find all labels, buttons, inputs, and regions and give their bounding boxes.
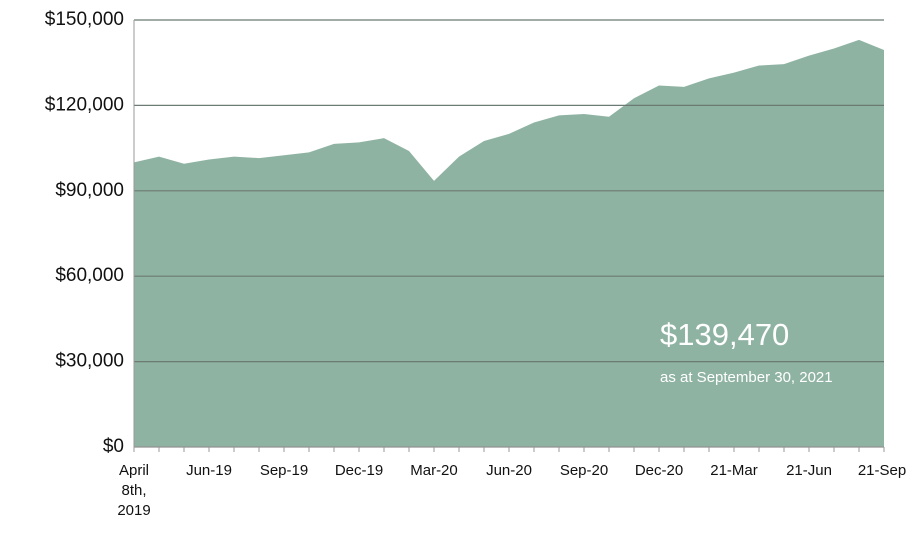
x-tick-label: 21-Jun — [786, 462, 832, 479]
x-tick-label: Sep-19 — [259, 462, 309, 479]
x-tick-label: Jun-20 — [486, 462, 532, 479]
area — [134, 39, 884, 447]
annotation-note: as at September 30, 2021 — [660, 369, 833, 386]
x-tick-label: 21-Sep — [857, 462, 907, 479]
x-tick-label: Dec-20 — [634, 462, 684, 479]
x-tick-label: Jun-19 — [186, 462, 232, 479]
y-tick-label: $150,000 — [45, 9, 124, 30]
x-tick-label: Sep-20 — [559, 462, 609, 479]
y-tick-label: $60,000 — [55, 265, 124, 286]
x-tick-label: Mar-20 — [410, 462, 458, 479]
y-tick-label: $90,000 — [55, 180, 124, 201]
x-tick-label: Dec-19 — [334, 462, 384, 479]
y-tick-label: $120,000 — [45, 94, 124, 115]
x-tick-label: 21-Mar — [710, 462, 758, 479]
annotation: $139,470 — [660, 317, 789, 352]
x-tick-label: April 8th, 2019 — [117, 462, 151, 519]
y-tick-label: $30,000 — [55, 351, 124, 372]
y-tick-label: $0 — [103, 436, 124, 457]
